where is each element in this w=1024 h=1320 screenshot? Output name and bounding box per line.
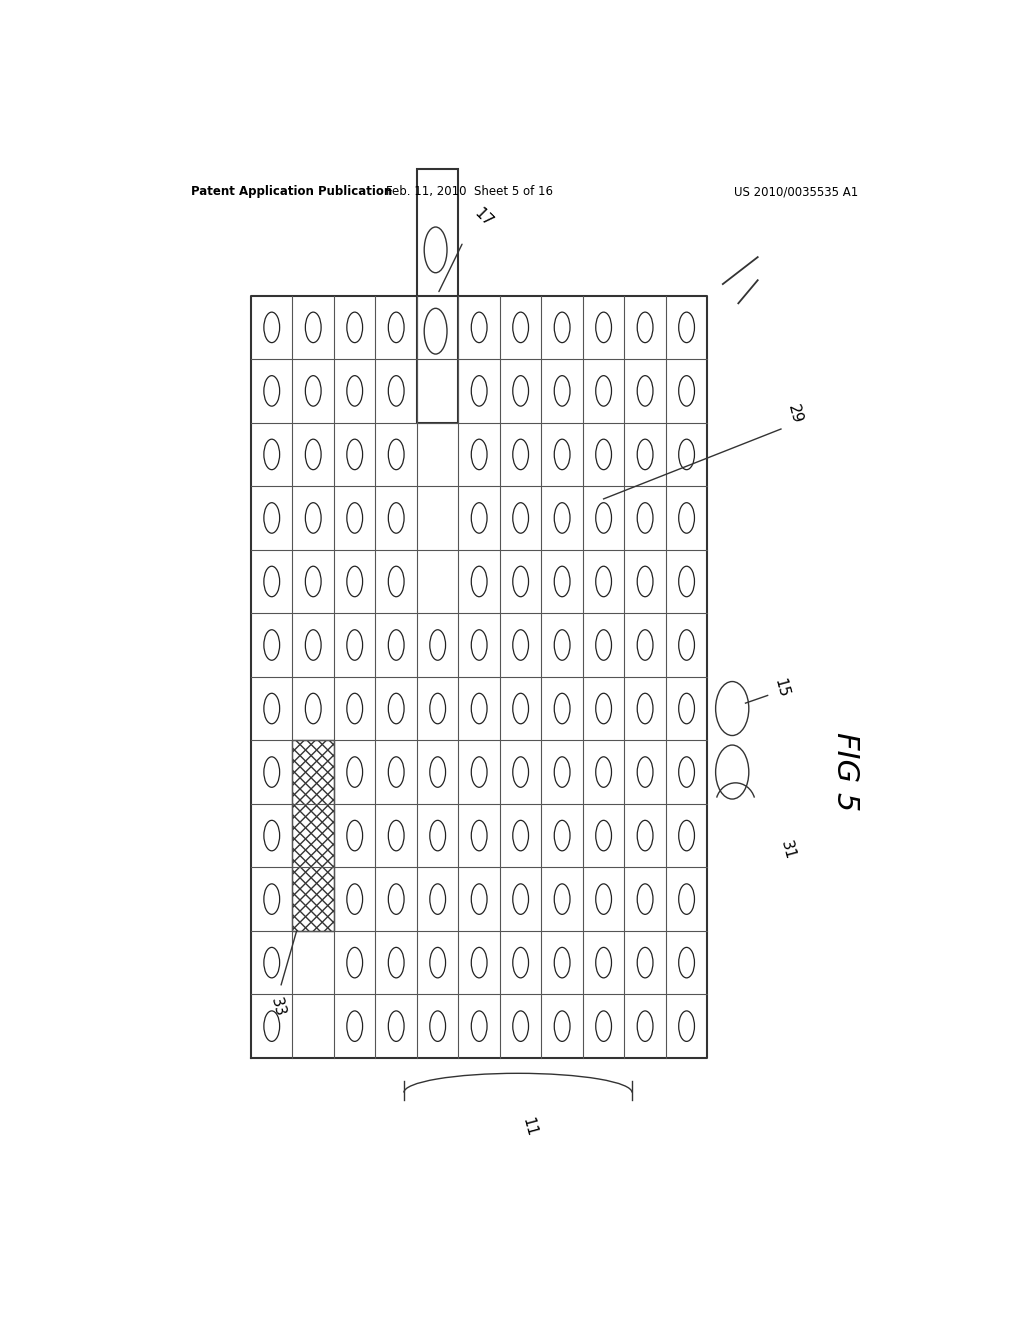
Text: FIG 5: FIG 5 xyxy=(831,733,860,812)
Text: 11: 11 xyxy=(520,1115,540,1138)
Text: Feb. 11, 2010  Sheet 5 of 16: Feb. 11, 2010 Sheet 5 of 16 xyxy=(386,185,553,198)
Bar xyxy=(417,169,459,422)
Text: US 2010/0035535 A1: US 2010/0035535 A1 xyxy=(734,185,858,198)
Text: 17: 17 xyxy=(471,206,496,230)
Text: Patent Application Publication: Patent Application Publication xyxy=(191,185,393,198)
Text: 15: 15 xyxy=(771,676,791,700)
Text: 29: 29 xyxy=(784,403,804,425)
Bar xyxy=(293,741,334,931)
Text: 31: 31 xyxy=(778,840,798,862)
Bar xyxy=(293,741,334,931)
Text: 33: 33 xyxy=(267,997,287,1019)
